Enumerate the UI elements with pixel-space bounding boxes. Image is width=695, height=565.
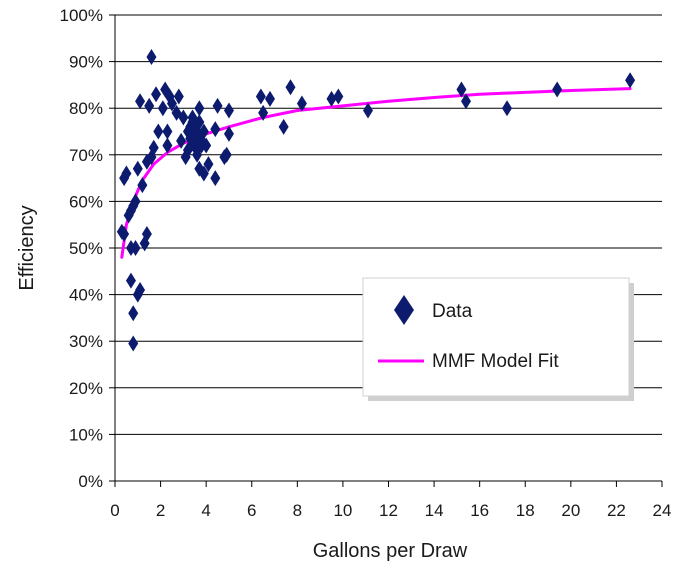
legend-diamond-marker xyxy=(394,295,414,325)
data-point-diamond xyxy=(333,88,344,105)
data-point-diamond xyxy=(135,281,146,298)
x-tick-label: 18 xyxy=(516,501,535,520)
axes xyxy=(109,14,663,487)
data-point-diamond xyxy=(119,226,130,243)
data-point-diamond xyxy=(162,123,173,140)
y-tick-label: 20% xyxy=(69,379,103,398)
data-point-diamond xyxy=(194,114,205,131)
data-point-diamond xyxy=(153,123,164,140)
data-point-diamond xyxy=(192,146,203,163)
y-tick-label: 70% xyxy=(69,146,103,165)
data-point-diamond xyxy=(201,137,212,154)
y-tick-label: 50% xyxy=(69,239,103,258)
y-tick-label: 30% xyxy=(69,332,103,351)
data-point-diamond xyxy=(166,95,177,112)
data-point-diamond xyxy=(203,156,214,173)
y-axis-title: Efficiency xyxy=(16,205,38,290)
x-axis-title: Gallons per Draw xyxy=(313,540,468,562)
data-point-diamond xyxy=(144,97,155,114)
data-point-diamond xyxy=(296,95,307,112)
data-point-diamond xyxy=(176,132,187,149)
data-point-diamond xyxy=(146,48,157,65)
y-tick-labels: 0% 10% 20% 30% 40% 50% 60% 70% 80% 90% 100% xyxy=(60,6,103,491)
y-tick-label: 80% xyxy=(69,99,103,118)
data-point-diamond xyxy=(194,100,205,117)
y-tick-label: 10% xyxy=(69,425,103,444)
x-tick-label: 4 xyxy=(201,501,210,520)
x-tick-label: 20 xyxy=(561,501,580,520)
data-point-diamond xyxy=(132,160,143,177)
data-point-diamond xyxy=(255,88,266,105)
data-point-diamond xyxy=(157,100,168,117)
data-point-diamond xyxy=(137,177,148,194)
data-point-diamond xyxy=(178,109,189,126)
legend-label-data: Data xyxy=(432,301,473,322)
data-point-diamond xyxy=(121,165,132,182)
data-point-diamond xyxy=(456,81,467,98)
data-point-diamond xyxy=(151,86,162,103)
data-point-diamond xyxy=(128,305,139,322)
gridlines xyxy=(115,14,662,482)
x-tick-label: 14 xyxy=(425,501,444,520)
legend-label-fit: MMF Model Fit xyxy=(432,351,559,372)
data-point-diamond xyxy=(212,97,223,114)
data-point-diamond xyxy=(130,240,141,256)
data-points-layer xyxy=(116,48,636,352)
data-point-diamond xyxy=(148,139,159,156)
data-point-diamond xyxy=(362,102,373,119)
data-point-diamond xyxy=(210,170,221,187)
data-point-diamond xyxy=(141,226,152,243)
x-tick-label: 0 xyxy=(110,501,119,520)
data-point-diamond xyxy=(278,118,289,135)
y-tick-label: 60% xyxy=(69,192,103,211)
data-point-diamond xyxy=(210,121,221,138)
data-point-diamond xyxy=(223,125,234,142)
data-point-diamond xyxy=(125,272,136,289)
data-point-diamond xyxy=(625,72,636,89)
data-point-diamond xyxy=(135,93,146,110)
data-point-diamond xyxy=(198,123,209,140)
data-point-diamond xyxy=(162,137,173,154)
x-tick-label: 24 xyxy=(653,501,672,520)
data-point-diamond xyxy=(173,88,184,105)
x-tick-label: 10 xyxy=(333,501,352,520)
x-tick-label: 8 xyxy=(293,501,302,520)
data-point-diamond xyxy=(460,93,471,110)
legend: Data MMF Model Fit xyxy=(362,277,634,401)
y-tick-label: 90% xyxy=(69,53,103,72)
x-tick-label: 16 xyxy=(470,501,489,520)
data-point-diamond xyxy=(198,165,209,182)
data-point-diamond xyxy=(264,90,275,107)
x-tick-label: 22 xyxy=(607,501,626,520)
y-tick-label: 0% xyxy=(78,472,103,491)
legend-box xyxy=(362,277,630,397)
data-point-diamond xyxy=(502,100,513,117)
x-tick-label: 6 xyxy=(247,501,256,520)
data-point-diamond xyxy=(285,79,296,96)
x-tick-label: 12 xyxy=(379,501,398,520)
data-point-diamond xyxy=(128,335,139,352)
y-tick-label: 40% xyxy=(69,286,103,305)
data-point-diamond xyxy=(552,81,563,98)
data-point-diamond xyxy=(326,90,337,107)
x-tick-labels: 0 2 4 6 8 10 12 14 16 18 20 22 24 xyxy=(110,501,671,520)
y-tick-label: 100% xyxy=(60,6,103,25)
x-tick-label: 2 xyxy=(156,501,165,520)
data-point-diamond xyxy=(258,104,269,121)
data-point-diamond xyxy=(130,193,141,210)
data-point-diamond xyxy=(223,102,234,119)
data-point-diamond xyxy=(221,146,232,163)
